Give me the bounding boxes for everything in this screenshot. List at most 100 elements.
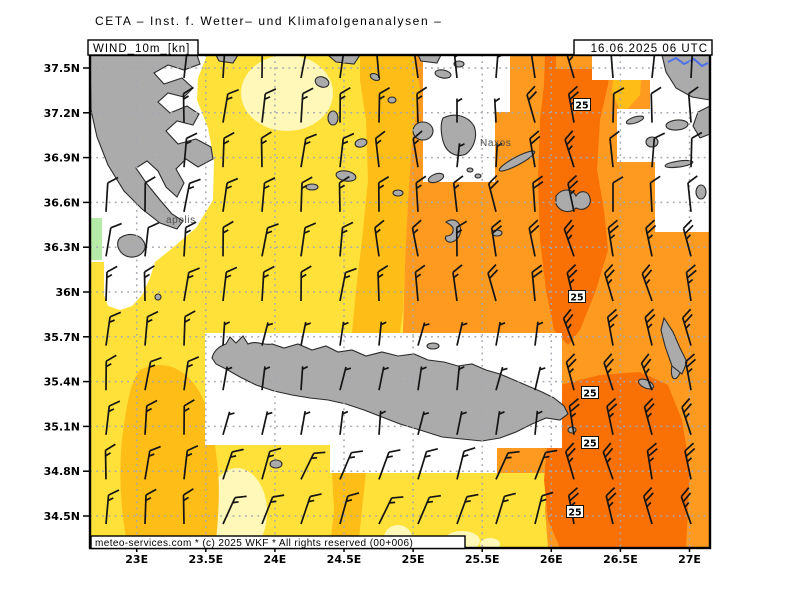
pale-yellow-pocket (480, 538, 500, 548)
wind-barb (564, 442, 576, 480)
contour-label: 25 (583, 389, 596, 400)
lon-label: 27E (678, 553, 701, 566)
contour-labels-layer: 25 25 25 25 25 (566, 98, 599, 519)
wind-barb (339, 366, 352, 391)
wind-barb (456, 493, 479, 525)
wind-barb (417, 366, 427, 391)
wind-barb (183, 178, 201, 212)
koufonisi-island (567, 426, 577, 434)
kos-island (664, 159, 694, 169)
wind-barb (183, 132, 198, 168)
wind-barb (495, 492, 517, 525)
wind-barb (261, 494, 285, 525)
wind-barb (685, 264, 697, 302)
wind-barb (105, 489, 120, 525)
wind-barb (495, 410, 505, 435)
wind-barb (339, 86, 351, 123)
layer-label-box (87, 39, 199, 56)
wind-barb (378, 87, 391, 123)
wind-barb (105, 354, 117, 391)
wind-barb (183, 444, 199, 480)
wind-barb (183, 221, 197, 257)
wind-barb (260, 131, 272, 168)
wind-barb (378, 496, 404, 525)
wind-barb (378, 321, 387, 346)
wind-barb (183, 310, 196, 346)
wind-barb (645, 219, 657, 257)
wind-barb (339, 450, 363, 480)
wind-barb (495, 321, 506, 346)
mykonos-island (434, 69, 452, 79)
dia-island (426, 342, 440, 350)
lon-label: 25.5E (465, 553, 500, 566)
wind-barb (222, 88, 239, 123)
wind-barb (222, 321, 231, 346)
wind-barb (183, 356, 200, 391)
wind-barb (300, 321, 311, 346)
wind-barb (144, 399, 158, 435)
wind-barb (222, 366, 233, 391)
wind-barb (261, 223, 279, 257)
contour-label-box (568, 290, 586, 303)
wind-barb (565, 353, 577, 391)
wind-barb (643, 397, 655, 436)
wind-barb (222, 220, 234, 257)
wind-barb (378, 366, 389, 391)
contour-label-box (581, 436, 599, 449)
wind-barb (261, 322, 274, 346)
wind-barb (261, 265, 275, 302)
place-labels-layer: Naxos apolis (166, 138, 511, 226)
wind-barb (105, 265, 118, 302)
wind-barb (612, 87, 625, 123)
wind-barb (456, 97, 463, 123)
lon-label: 26E (540, 553, 563, 566)
wind-barb (300, 451, 326, 480)
wind-barb (144, 176, 156, 212)
rhodes-island (660, 316, 688, 375)
turkey-coast (661, 55, 710, 101)
page-title: CETA – Inst. f. Wetter– und Klimafolgena… (95, 14, 442, 28)
wind-barb (222, 266, 238, 302)
cyclades-island (369, 73, 381, 81)
wind-barb (606, 308, 619, 346)
wind-barb (567, 174, 579, 212)
wind-barb (534, 321, 544, 346)
wind-barb (684, 442, 696, 480)
lon-label: 23.5E (188, 553, 223, 566)
lat-label: 35.1N (44, 420, 80, 433)
contour-label: 25 (583, 439, 596, 450)
wind-barb (144, 488, 157, 525)
amorgos-island (498, 150, 536, 172)
turkey-coast (692, 105, 710, 139)
wind-barb (640, 353, 653, 391)
wind-barbs-layer (104, 55, 703, 525)
copyright-box (90, 535, 466, 550)
wind-barb (411, 219, 422, 257)
wind-barb (183, 55, 193, 79)
graticule-grid (90, 55, 710, 548)
wind-barb (300, 133, 317, 168)
wind-barb (339, 55, 349, 79)
wind-barb (680, 487, 692, 525)
lon-label: 26.5E (603, 553, 638, 566)
copyright-label: meteo-services.com * (c) 2025 WKF * All … (95, 538, 413, 549)
wind-barb (641, 264, 653, 302)
lat-label: 36.3N (44, 241, 80, 254)
datetime-box (573, 39, 713, 56)
wind-barb (529, 55, 542, 79)
peloponnese-landmass (90, 55, 214, 230)
cyclades-island (354, 138, 368, 148)
wind-barb (687, 175, 698, 212)
wind-barb (651, 55, 656, 79)
lat-label: 37.2N (44, 107, 80, 120)
wind-barb (606, 397, 618, 435)
wind-barb (183, 399, 195, 435)
lat-label: 37.5N (44, 62, 80, 75)
wind-barb (526, 85, 538, 123)
wind-barb (687, 86, 699, 123)
wind-barb (222, 131, 235, 168)
wind-barb (650, 86, 662, 123)
dark-orange-blob-southeast (544, 372, 690, 548)
wind-barb (562, 308, 575, 346)
